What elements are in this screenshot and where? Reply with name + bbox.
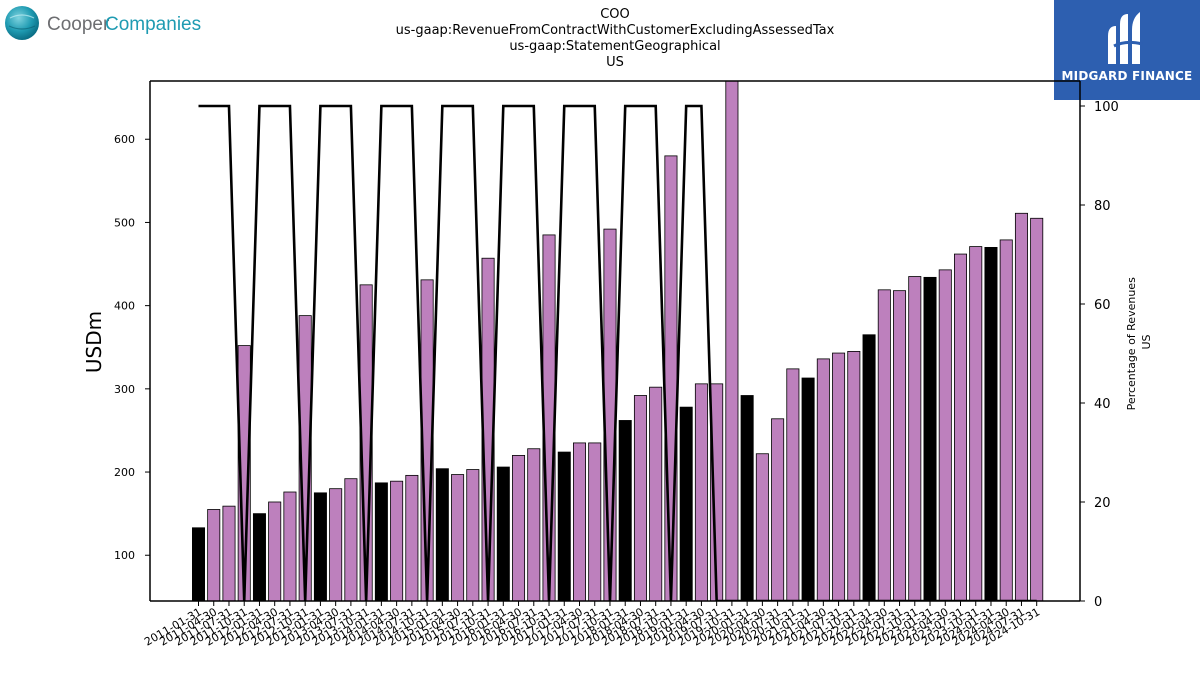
- y-tick-label-500: 500: [114, 216, 135, 229]
- left-y-axis: 100 200 300 400 500 600: [114, 133, 150, 562]
- y2-tick-label-60: 60: [1094, 298, 1111, 313]
- bar-2021-10-31: [847, 350, 861, 601]
- bar-2012-07-31: [283, 491, 297, 601]
- company-name-part2: Companies: [105, 14, 201, 35]
- bar-2014-07-31: [405, 474, 419, 601]
- bar-2012-04-30: [268, 501, 282, 601]
- bar-2022-07-31: [893, 290, 907, 601]
- y-tick-label-300: 300: [114, 383, 135, 396]
- bar-2013-04-30: [329, 488, 343, 601]
- y2-tick-label-0: 0: [1094, 595, 1102, 610]
- bar-2021-07-31: [832, 352, 846, 601]
- title-concept: us-gaap:RevenueFromContractWithCustomerE…: [395, 23, 835, 38]
- title-ticker: COO: [600, 7, 630, 22]
- bar-2018-10-31: [664, 155, 678, 601]
- bar-2015-01-31: [435, 468, 449, 601]
- bar-2019-04-30: [694, 383, 708, 601]
- percentage-line: [198, 104, 1037, 601]
- bar-2018-07-31: [649, 386, 663, 601]
- bar-2020-07-31: [771, 418, 785, 601]
- right-y-axis-label: Percentage of Revenues US: [1125, 274, 1153, 411]
- y-tick-label-200: 200: [114, 466, 135, 479]
- bar-2016-07-31: [527, 448, 541, 601]
- title-axis: us-gaap:StatementGeographical: [509, 39, 721, 54]
- bar-2024-07-31: [1014, 212, 1028, 601]
- bar-2016-01-31: [496, 466, 510, 601]
- bar-2022-04-30: [877, 289, 891, 601]
- y-tick-label-100: 100: [114, 549, 135, 562]
- y-tick-label-600: 600: [114, 133, 135, 146]
- bar-2017-07-31: [588, 442, 602, 601]
- bar-2015-07-31: [466, 469, 480, 601]
- title-member: US: [606, 55, 624, 70]
- bar-2013-07-31: [344, 478, 358, 601]
- bar-2023-10-31: [969, 246, 983, 601]
- y-axis-label: USDm: [82, 311, 106, 373]
- y2-tick-label-100: 100: [1094, 100, 1119, 115]
- coopercompanies-logo: Cooper Companies: [5, 4, 205, 44]
- bar-2023-04-30: [938, 269, 952, 601]
- company-name-part1: Cooper: [47, 14, 110, 35]
- bar-2016-04-30: [512, 454, 526, 601]
- bar-2019-10-31: [725, 81, 739, 601]
- bar-2019-07-31: [710, 383, 724, 601]
- bar-2011-07-31: [222, 505, 236, 601]
- bar-2022-01-31: [862, 334, 876, 601]
- axes-frame: [149, 80, 1081, 602]
- bar-2017-04-30: [573, 442, 587, 601]
- bar-2022-10-31: [908, 276, 922, 601]
- bar-2024-10-31: [1030, 217, 1044, 601]
- bar-2011-01-31: [191, 527, 205, 601]
- y-tick-label-400: 400: [114, 300, 135, 313]
- percentage-line-layer: [198, 104, 1037, 601]
- midgard-finance-logo: MIDGARD FINANCE: [1054, 0, 1200, 100]
- y2-tick-label-20: 20: [1094, 496, 1111, 511]
- bar-2021-01-31: [801, 377, 815, 601]
- bar-2017-01-31: [557, 451, 571, 601]
- bar-2014-04-30: [390, 480, 404, 601]
- bar-2013-01-31: [313, 492, 327, 601]
- globe-icon: Cooper Companies: [5, 6, 201, 40]
- bar-2011-04-30: [207, 509, 221, 601]
- right-y-axis-label-line2: US: [1140, 334, 1153, 349]
- right-y-axis-label-line1: Percentage of Revenues: [1125, 277, 1138, 410]
- bar-2020-01-31: [740, 395, 754, 601]
- bar-2021-04-30: [816, 358, 830, 601]
- bar-2023-07-31: [954, 253, 968, 601]
- bar-2023-01-31: [923, 276, 937, 601]
- bar-2012-01-31: [252, 513, 266, 601]
- partner-name: MIDGARD FINANCE: [1061, 69, 1193, 83]
- chart-title: COO us-gaap:RevenueFromContractWithCusto…: [315, 7, 915, 71]
- bar-2020-10-31: [786, 368, 800, 601]
- y2-tick-label-80: 80: [1094, 199, 1111, 214]
- midgard-emblem-icon: [1108, 12, 1143, 64]
- x-axis: 2011-01-312011-04-302011-07-312011-10-31…: [142, 601, 1042, 649]
- bar-2015-04-30: [451, 474, 465, 601]
- y2-tick-label-40: 40: [1094, 397, 1111, 412]
- bar-2018-01-31: [618, 420, 632, 601]
- bar-2014-01-31: [374, 482, 388, 601]
- bar-2017-10-31: [603, 228, 617, 601]
- bar-2019-01-31: [679, 406, 693, 601]
- bar-2018-04-30: [633, 395, 647, 601]
- bar-2024-04-30: [999, 239, 1013, 601]
- bar-2020-04-30: [755, 453, 769, 601]
- bar-2024-01-31: [984, 246, 998, 601]
- right-y-axis: 0 20 40 60 80 100: [1080, 100, 1119, 610]
- bar-2016-10-31: [542, 234, 556, 601]
